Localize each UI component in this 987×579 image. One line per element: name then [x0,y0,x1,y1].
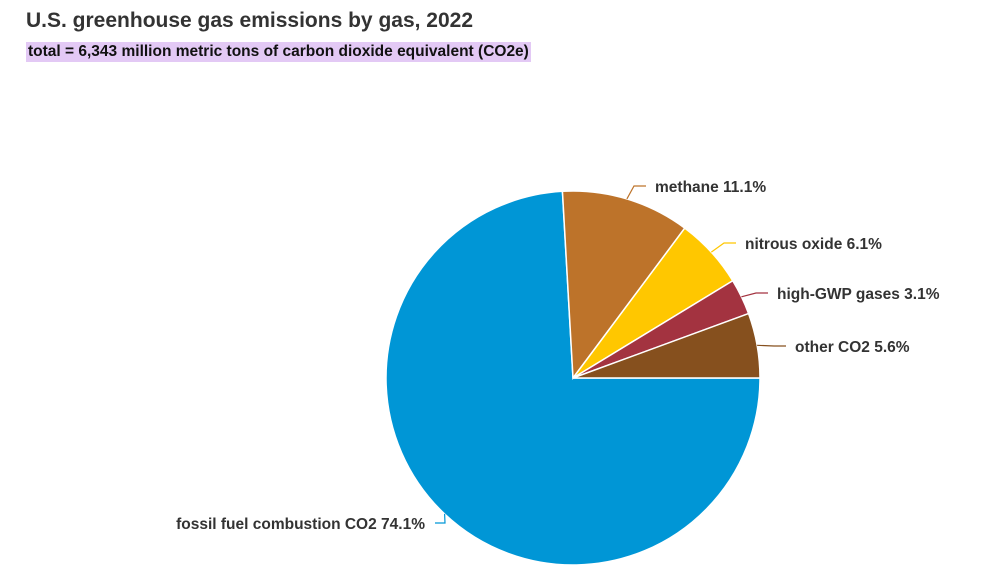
slice-label-fossil-fuel-combustion-co2: fossil fuel combustion CO2 74.1% [176,516,425,533]
chart-subtitle: total = 6,343 million metric tons of car… [26,42,531,62]
label-connectors [435,185,786,524]
slice-label-methane: methane 11.1% [655,179,766,196]
connector-nitrous-oxide [710,242,736,253]
slice-label-nitrous-oxide: nitrous oxide 6.1% [745,236,882,253]
connector-fossil-fuel-combustion-co2 [435,513,446,524]
connector-other-co2 [757,344,786,347]
chart-title: U.S. greenhouse gas emissions by gas, 20… [26,9,474,32]
slice-label-high-gwp-gases: high-GWP gases 3.1% [777,286,940,303]
slice-label-other-co2: other CO2 5.6% [795,339,910,356]
connector-high-gwp-gases [741,292,768,298]
slice-labels: fossil fuel combustion CO2 74.1% methane … [176,179,940,533]
connector-methane [626,185,646,200]
pie-slices [385,190,761,566]
pie-slice-methane [561,190,686,381]
